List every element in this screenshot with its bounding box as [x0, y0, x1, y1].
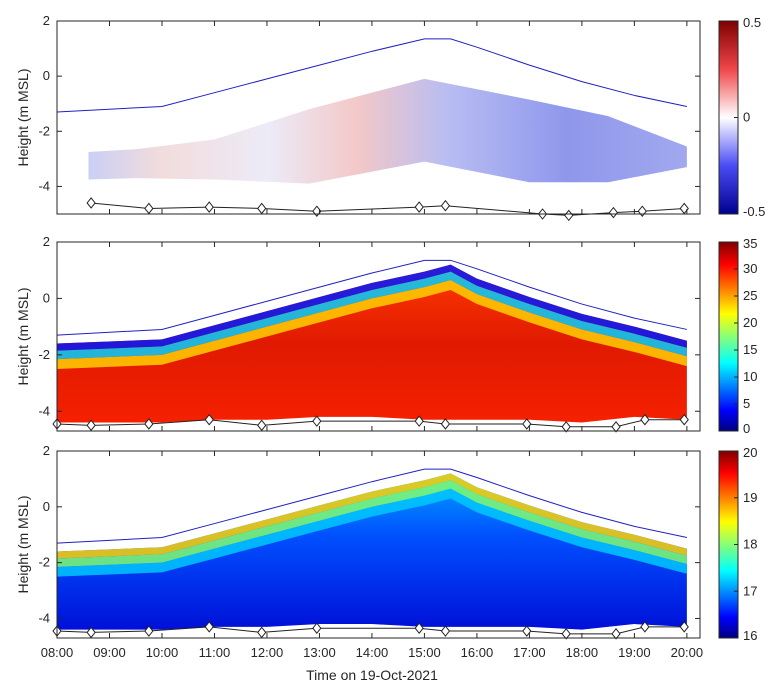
accent-band-top	[57, 264, 687, 351]
bed-marker	[561, 628, 571, 640]
colorbar-tick-label: 0.5	[743, 15, 761, 30]
x-tick-label: 16:00	[461, 645, 494, 660]
surface-line	[56, 38, 687, 113]
y-tick-label: 2	[43, 443, 50, 458]
bed-marker	[679, 621, 689, 633]
axes-box	[56, 450, 701, 639]
y-tick-label: -2	[38, 123, 50, 138]
panel-3: -4 -2 0 2 08:00 09:00 10:00 11:00 12:00 13:00 14:0…	[15, 443, 757, 660]
y-tick-label: -4	[38, 610, 50, 625]
colorbar-tick-label: 16	[743, 628, 757, 643]
y-tick-label: -2	[38, 347, 50, 362]
y-tick-label: 2	[43, 13, 50, 28]
bed-marker	[522, 418, 532, 430]
bed-marker	[144, 418, 154, 430]
y-tick-label: 0	[43, 499, 50, 514]
bed-marker	[204, 413, 214, 426]
bed-marker	[440, 625, 451, 637]
x-axis-label: Time on 19-Oct-2021	[306, 667, 438, 683]
x-tick-label: 17:00	[513, 645, 546, 660]
panel-2: -4 -2 0 2 Height (m MSL) 0 5 10 15 20 25 30 35	[15, 234, 757, 436]
colorbar-tick-label: 30	[743, 261, 757, 276]
colorbar	[718, 241, 739, 432]
bed-marker	[640, 413, 650, 426]
colorbar-tick-label: 20	[743, 445, 757, 460]
bed-line	[91, 202, 685, 216]
colorbar-tick-label: 0	[743, 421, 750, 436]
x-tick-label: 11:00	[199, 645, 231, 660]
data-field	[88, 78, 687, 184]
bed-marker	[611, 420, 621, 433]
bed-marker	[561, 420, 571, 433]
colorbar-tick-label: 20	[743, 315, 757, 330]
bed-marker	[144, 625, 154, 637]
colorbar-tick-label: 15	[743, 342, 757, 357]
bed-marker	[312, 622, 322, 635]
colorbar-tick-label: 19	[743, 490, 757, 505]
x-tick-label: 20:00	[671, 645, 704, 660]
bed-marker	[86, 626, 96, 639]
y-axis-label: Height (m MSL)	[15, 287, 31, 385]
y-tick-label: 2	[43, 234, 50, 249]
x-tick-label: 19:00	[618, 645, 651, 660]
y-tick-label: -2	[38, 555, 50, 570]
bed-marker	[679, 202, 689, 215]
x-tick-label: 14:00	[356, 645, 389, 660]
bed-marker	[204, 201, 214, 213]
surface-line	[56, 259, 687, 336]
x-tick-label: 15:00	[408, 645, 441, 660]
bed-marker	[86, 419, 96, 432]
colorbar-tick-label: 25	[743, 288, 757, 303]
x-tick-label: 13:00	[303, 645, 336, 660]
accent-band-low	[57, 488, 687, 577]
bed-marker	[257, 419, 267, 432]
accent-band-mid	[57, 480, 687, 567]
bed-marker	[414, 201, 424, 213]
colorbar-tick-label: 10	[743, 369, 757, 384]
bed-marker	[86, 197, 96, 209]
bed-marker	[522, 625, 532, 637]
bed-marker	[144, 202, 154, 215]
y-axis-label: Height (m MSL)	[15, 495, 31, 593]
axes-box	[56, 20, 701, 215]
bed-marker	[257, 202, 267, 215]
colorbar-tick-label: 35	[743, 236, 757, 251]
bed-marker	[640, 621, 650, 633]
bed-marker	[312, 415, 322, 427]
axes-box	[56, 241, 701, 432]
bed-marker	[257, 626, 267, 639]
y-tick-label: -4	[38, 403, 50, 418]
bed-marker	[611, 628, 621, 640]
y-tick-label: 0	[43, 68, 50, 83]
colorbar-tick-label: -0.5	[743, 204, 765, 219]
bed-marker	[204, 621, 214, 633]
colorbar-tick-label: 0	[743, 110, 750, 125]
bed-marker	[414, 415, 424, 427]
bed-marker	[440, 199, 451, 212]
accent-band-low	[57, 280, 687, 369]
colorbar-tick-label: 17	[743, 583, 757, 598]
panel-1: -4 -2 0 2 Height (m MSL) -0.5 0 0.5	[15, 13, 765, 222]
x-tick-label: 18:00	[566, 645, 599, 660]
accent-band-top	[57, 473, 687, 559]
bed-marker	[608, 206, 619, 219]
bed-marker	[440, 418, 451, 430]
surface-line	[56, 468, 687, 544]
bed-marker	[679, 413, 689, 426]
x-tick-label: 12:00	[251, 645, 284, 660]
bed-marker	[414, 622, 424, 635]
y-axis-label: Height (m MSL)	[15, 68, 31, 166]
colorbar-tick-label: 5	[743, 396, 750, 411]
colorbar-tick-label: 18	[743, 537, 757, 552]
y-tick-label: -4	[38, 178, 50, 193]
accent-band-mid	[57, 271, 687, 360]
x-tick-label: 10:00	[146, 645, 179, 660]
x-tick-label: 09:00	[93, 645, 126, 660]
x-tick-label: 08:00	[41, 645, 74, 660]
y-tick-label: 0	[43, 290, 50, 305]
